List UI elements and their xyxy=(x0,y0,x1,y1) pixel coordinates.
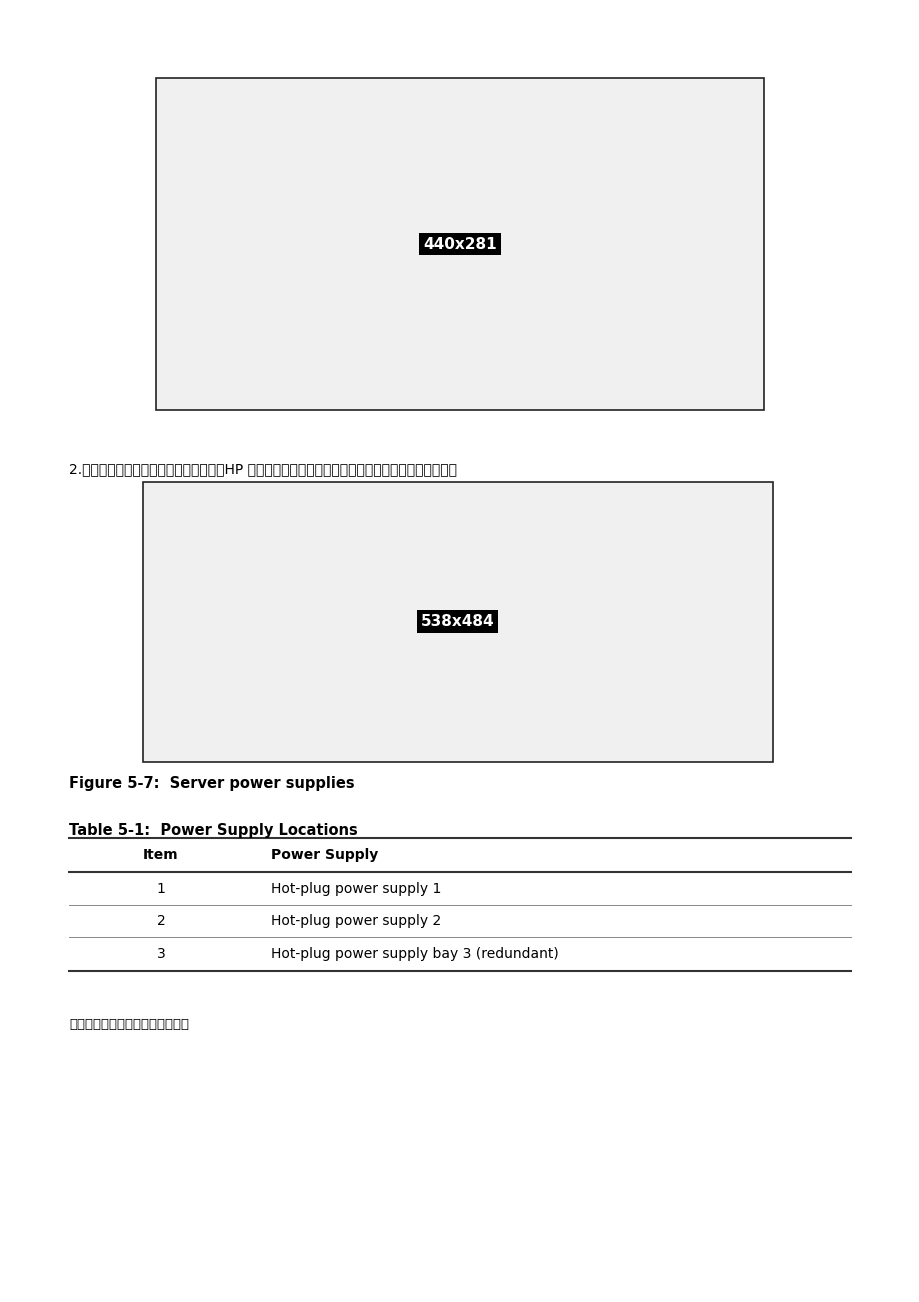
FancyBboxPatch shape xyxy=(156,78,763,410)
Text: 1: 1 xyxy=(156,881,165,896)
Text: Item: Item xyxy=(143,849,178,862)
Text: 3: 3 xyxy=(156,948,165,961)
FancyBboxPatch shape xyxy=(142,482,772,762)
Text: 首先将电源上固定电源的螺丝卸掉: 首先将电源上固定电源的螺丝卸掉 xyxy=(69,1018,188,1031)
Text: 2: 2 xyxy=(156,914,165,928)
Text: Table 5-1:  Power Supply Locations: Table 5-1: Power Supply Locations xyxy=(69,823,357,838)
Text: Hot-plug power supply 2: Hot-plug power supply 2 xyxy=(271,914,441,928)
Text: Hot-plug power supply 1: Hot-plug power supply 1 xyxy=(271,881,441,896)
Text: Hot-plug power supply bay 3 (redundant): Hot-plug power supply bay 3 (redundant) xyxy=(271,948,559,961)
Text: Power Supply: Power Supply xyxy=(271,849,379,862)
Text: 440x281: 440x281 xyxy=(423,237,496,251)
Text: 2.　为了更好的将服务器移动到机架上，HP 建议将电源从服务器上卸下来，上到机架上之后再装载上: 2. 为了更好的将服务器移动到机架上，HP 建议将电源从服务器上卸下来，上到机架… xyxy=(69,462,457,477)
Text: 538x484: 538x484 xyxy=(420,615,494,629)
Text: Figure 5-7:  Server power supplies: Figure 5-7: Server power supplies xyxy=(69,776,354,792)
